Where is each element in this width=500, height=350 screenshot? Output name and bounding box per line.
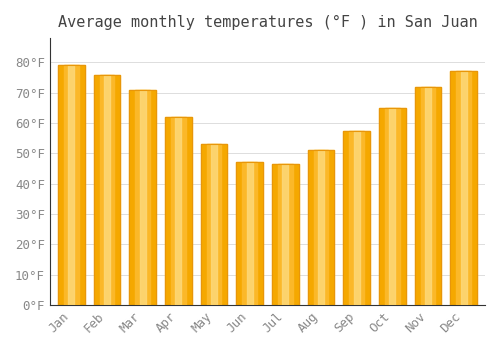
Bar xyxy=(308,150,334,305)
Bar xyxy=(282,164,288,305)
Bar xyxy=(129,90,156,305)
Bar xyxy=(246,162,252,305)
Bar xyxy=(278,164,292,305)
Bar xyxy=(390,108,395,305)
Bar xyxy=(58,65,84,305)
Bar xyxy=(64,65,78,305)
Bar xyxy=(272,164,298,305)
Bar xyxy=(354,131,360,305)
Bar xyxy=(343,131,370,305)
Bar xyxy=(165,117,192,305)
Bar xyxy=(140,90,145,305)
Bar xyxy=(456,71,471,305)
Bar xyxy=(236,162,263,305)
Bar xyxy=(379,108,406,305)
Bar xyxy=(176,117,181,305)
Bar xyxy=(349,131,364,305)
Bar xyxy=(343,131,370,305)
Bar xyxy=(314,150,328,305)
Bar xyxy=(94,75,120,305)
Bar xyxy=(420,87,436,305)
Bar xyxy=(379,108,406,305)
Bar xyxy=(200,144,228,305)
Bar xyxy=(414,87,442,305)
Bar xyxy=(425,87,431,305)
Bar xyxy=(100,75,114,305)
Bar xyxy=(414,87,442,305)
Bar xyxy=(135,90,150,305)
Bar xyxy=(450,71,477,305)
Bar xyxy=(200,144,228,305)
Bar xyxy=(68,65,74,305)
Bar xyxy=(236,162,263,305)
Bar xyxy=(385,108,400,305)
Bar xyxy=(58,65,84,305)
Bar xyxy=(450,71,477,305)
Bar xyxy=(211,144,217,305)
Bar xyxy=(171,117,186,305)
Bar xyxy=(460,71,466,305)
Title: Average monthly temperatures (°F ) in San Juan: Average monthly temperatures (°F ) in Sa… xyxy=(58,15,478,30)
Bar xyxy=(165,117,192,305)
Bar xyxy=(272,164,298,305)
Bar xyxy=(206,144,222,305)
Bar xyxy=(129,90,156,305)
Bar xyxy=(242,162,257,305)
Bar xyxy=(308,150,334,305)
Bar xyxy=(94,75,120,305)
Bar xyxy=(104,75,110,305)
Bar xyxy=(318,150,324,305)
